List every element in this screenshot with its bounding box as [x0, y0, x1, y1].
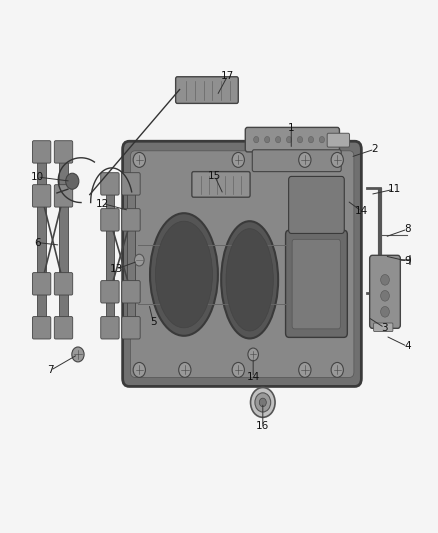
Circle shape	[133, 152, 145, 167]
FancyBboxPatch shape	[54, 273, 73, 295]
Circle shape	[133, 362, 145, 377]
Text: 14: 14	[247, 373, 260, 382]
Bar	[127, 184, 135, 328]
Text: 15: 15	[208, 171, 221, 181]
Text: 17: 17	[221, 71, 234, 80]
Circle shape	[265, 136, 270, 143]
FancyBboxPatch shape	[292, 239, 340, 329]
Circle shape	[276, 136, 281, 143]
FancyBboxPatch shape	[54, 141, 73, 163]
Text: 11: 11	[388, 184, 401, 194]
Circle shape	[254, 136, 259, 143]
Circle shape	[297, 136, 303, 143]
FancyBboxPatch shape	[374, 323, 393, 332]
FancyBboxPatch shape	[245, 127, 339, 152]
Text: 2: 2	[371, 144, 378, 154]
FancyBboxPatch shape	[286, 230, 347, 337]
FancyBboxPatch shape	[327, 133, 350, 147]
FancyBboxPatch shape	[123, 141, 361, 386]
Circle shape	[232, 152, 244, 167]
Text: 4: 4	[404, 342, 411, 351]
Text: 16: 16	[256, 422, 269, 431]
FancyBboxPatch shape	[122, 173, 140, 195]
FancyBboxPatch shape	[131, 151, 354, 377]
Circle shape	[299, 362, 311, 377]
Circle shape	[66, 173, 79, 189]
Text: 10: 10	[31, 172, 44, 182]
Circle shape	[381, 306, 389, 317]
Circle shape	[134, 254, 144, 266]
FancyBboxPatch shape	[32, 141, 51, 163]
Circle shape	[232, 362, 244, 377]
Circle shape	[299, 152, 311, 167]
Ellipse shape	[150, 213, 218, 336]
Ellipse shape	[226, 229, 273, 331]
FancyBboxPatch shape	[176, 77, 238, 103]
Circle shape	[255, 393, 271, 412]
Text: 6: 6	[34, 238, 41, 247]
Text: 7: 7	[47, 366, 54, 375]
Text: 14: 14	[355, 206, 368, 216]
Text: 5: 5	[150, 318, 157, 327]
Circle shape	[248, 348, 258, 361]
FancyBboxPatch shape	[289, 176, 344, 233]
FancyBboxPatch shape	[32, 184, 51, 207]
FancyBboxPatch shape	[101, 280, 119, 303]
Ellipse shape	[221, 221, 278, 338]
Circle shape	[251, 387, 275, 417]
FancyBboxPatch shape	[122, 280, 140, 303]
Text: 12: 12	[96, 199, 110, 208]
Text: 1: 1	[288, 123, 295, 133]
Circle shape	[381, 290, 389, 301]
FancyBboxPatch shape	[32, 317, 51, 339]
Circle shape	[331, 362, 343, 377]
Circle shape	[179, 362, 191, 377]
Circle shape	[308, 136, 314, 143]
Circle shape	[331, 152, 343, 167]
Ellipse shape	[155, 221, 212, 328]
FancyBboxPatch shape	[32, 273, 51, 295]
FancyBboxPatch shape	[54, 317, 73, 339]
FancyBboxPatch shape	[101, 317, 119, 339]
FancyBboxPatch shape	[101, 208, 119, 231]
FancyBboxPatch shape	[370, 255, 400, 328]
Circle shape	[286, 136, 292, 143]
Bar	[106, 184, 114, 328]
Circle shape	[259, 398, 266, 407]
Text: 8: 8	[404, 224, 411, 234]
Bar	[59, 152, 68, 328]
Circle shape	[72, 347, 84, 362]
Circle shape	[319, 136, 325, 143]
Text: 13: 13	[110, 264, 123, 274]
FancyBboxPatch shape	[101, 173, 119, 195]
FancyBboxPatch shape	[122, 208, 140, 231]
Circle shape	[381, 274, 389, 285]
Text: 3: 3	[381, 323, 388, 333]
FancyBboxPatch shape	[54, 184, 73, 207]
Bar	[37, 152, 46, 328]
FancyBboxPatch shape	[252, 150, 341, 172]
FancyBboxPatch shape	[122, 317, 140, 339]
FancyBboxPatch shape	[192, 172, 250, 197]
Text: 9: 9	[404, 256, 411, 266]
